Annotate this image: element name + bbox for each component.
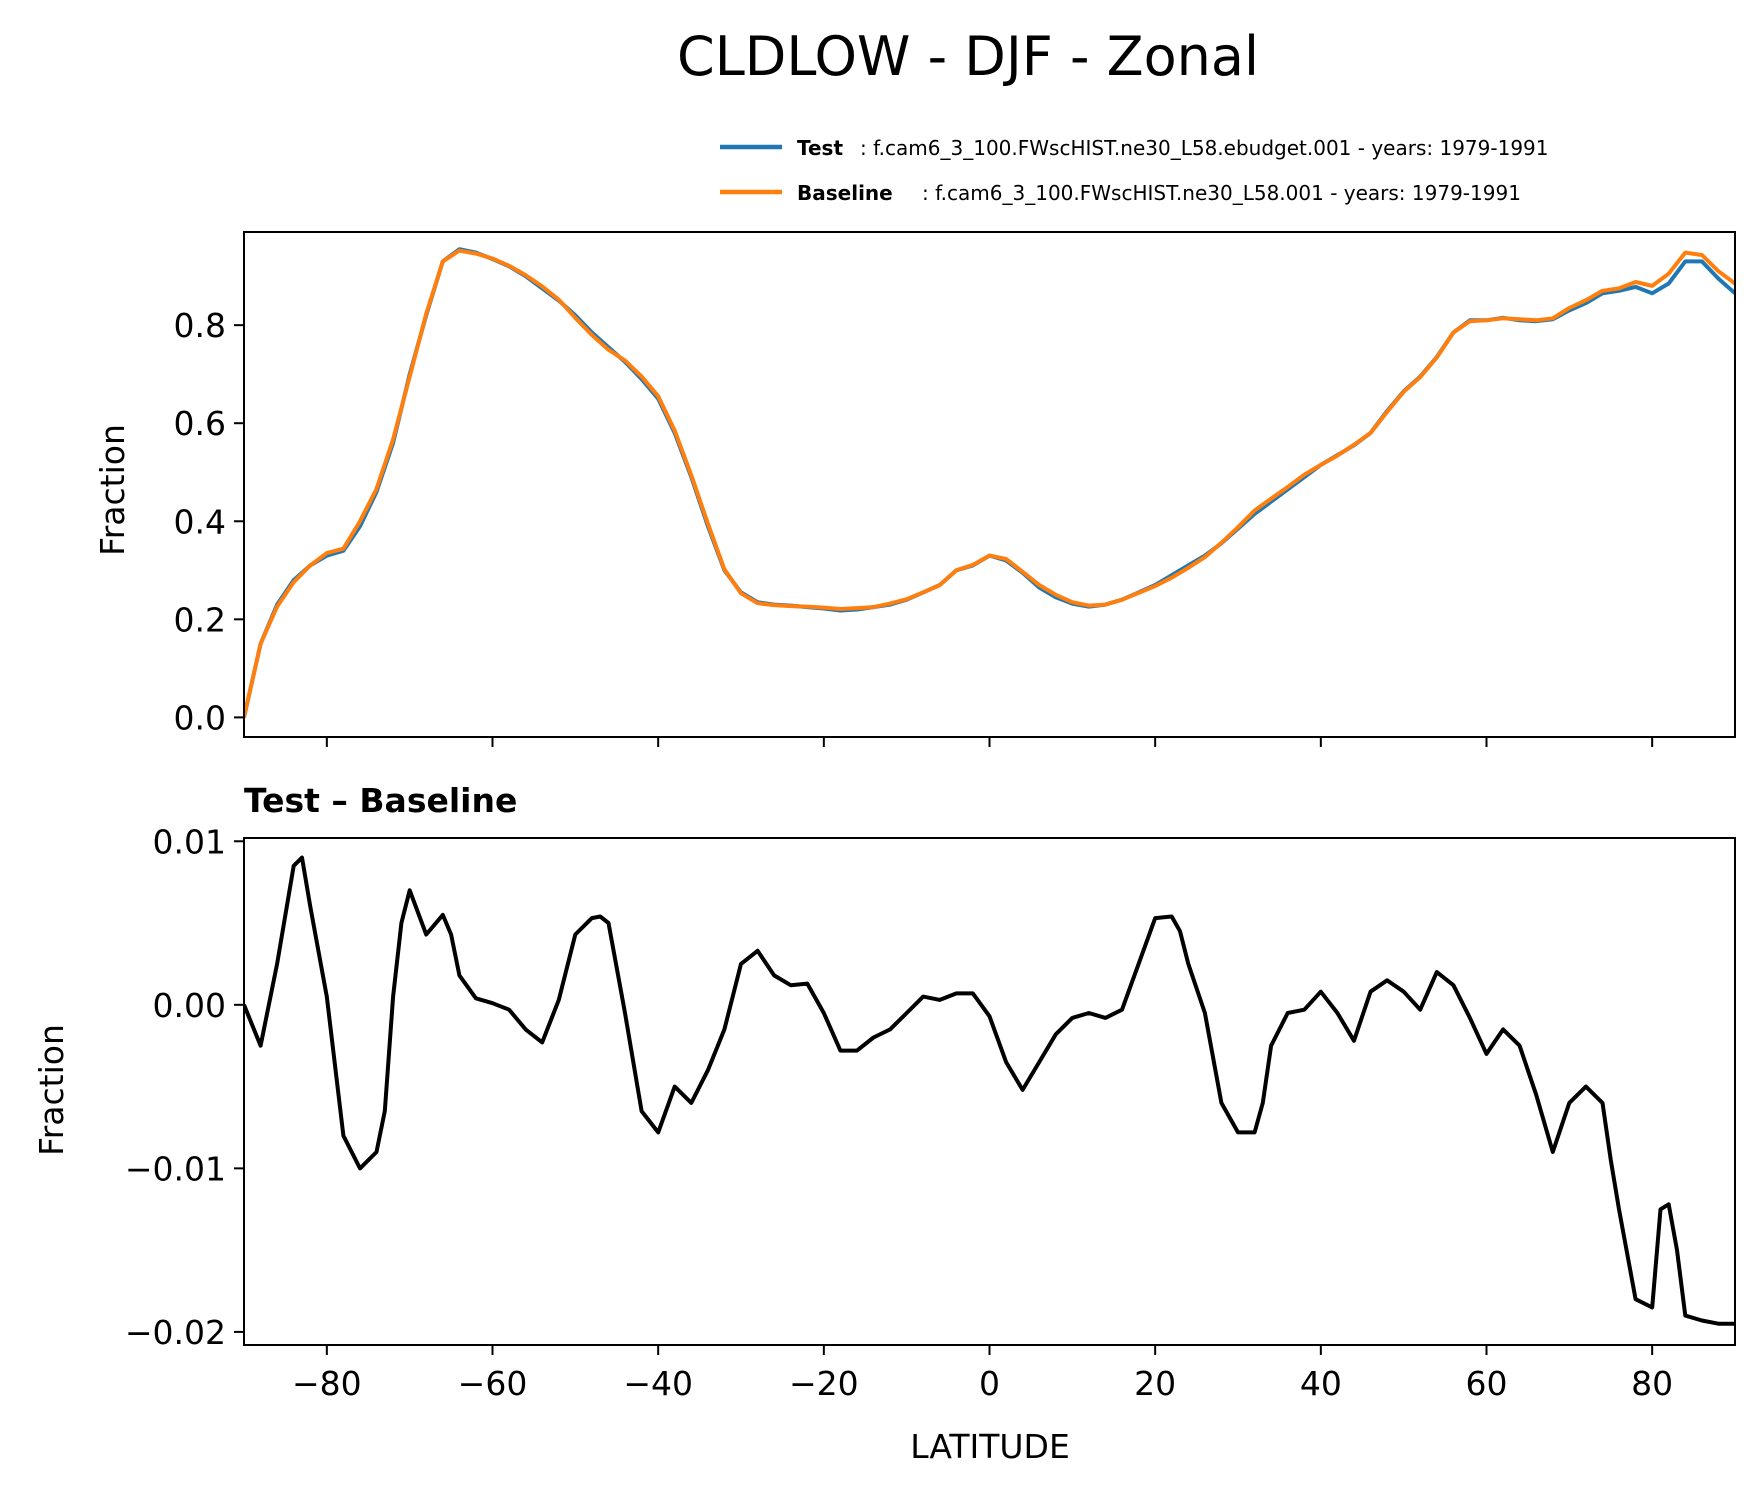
top-panel: 0.0 0.2 0.4 0.6 0.8 Fraction xyxy=(93,231,1736,747)
bottom-x-tick-label: 20 xyxy=(1134,1364,1176,1403)
bottom-y-tick-label: −0.01 xyxy=(125,1149,226,1188)
bottom-series-difference-line xyxy=(244,855,1735,1326)
legend: Test : f.cam6_3_100.FWscHIST.ne30_L58.eb… xyxy=(720,136,1549,205)
bottom-x-tick-label: −60 xyxy=(458,1364,528,1403)
bottom-x-tick-label: −40 xyxy=(623,1364,693,1403)
legend-test-name: Test xyxy=(797,136,843,160)
bottom-x-ticks: −80 −60 −40 −20 0 20 40 60 80 xyxy=(292,1345,1673,1403)
bottom-x-tick-label: 60 xyxy=(1466,1364,1508,1403)
bottom-panel-title: Test – Baseline xyxy=(244,781,517,820)
bottom-axes-frame xyxy=(243,837,1736,1346)
top-y-tick-label: 0.2 xyxy=(174,600,226,639)
top-y-ticks: 0.0 0.2 0.4 0.6 0.8 xyxy=(174,306,244,737)
top-axes-frame xyxy=(243,231,1736,738)
bottom-y-ticks: −0.02 −0.01 0.00 0.01 xyxy=(125,822,244,1352)
bottom-x-tick-label: 0 xyxy=(979,1364,1000,1403)
legend-baseline-detail: : f.cam6_3_100.FWscHIST.ne30_L58.001 - y… xyxy=(922,181,1521,205)
top-y-axis-label: Fraction xyxy=(93,424,132,556)
top-x-ticks xyxy=(325,737,1654,747)
top-y-tick-label: 0.8 xyxy=(174,306,226,345)
top-y-tick-label: 0.6 xyxy=(174,404,226,443)
bottom-y-tick-label: 0.00 xyxy=(153,986,226,1025)
top-series-group xyxy=(244,247,1735,718)
legend-test-detail: : f.cam6_3_100.FWscHIST.ne30_L58.ebudget… xyxy=(860,136,1549,160)
legend-baseline-name: Baseline xyxy=(797,181,893,205)
bottom-panel: Test – Baseline −0.02 −0.01 0.00 0.01 −80 −6… xyxy=(32,781,1736,1466)
bottom-y-tick-label: −0.02 xyxy=(125,1313,226,1352)
chart-title: CLDLOW - DJF - Zonal xyxy=(677,25,1259,88)
bottom-y-axis-label: Fraction xyxy=(32,1024,71,1156)
x-axis-label: LATITUDE xyxy=(910,1427,1070,1466)
top-y-tick-label: 0.4 xyxy=(174,502,226,541)
bottom-x-tick-label: 80 xyxy=(1631,1364,1673,1403)
bottom-x-tick-label: −80 xyxy=(292,1364,362,1403)
bottom-x-tick-label: 40 xyxy=(1300,1364,1342,1403)
bottom-x-tick-label: −20 xyxy=(789,1364,859,1403)
bottom-series-group xyxy=(244,855,1735,1326)
bottom-y-tick-label: 0.01 xyxy=(153,822,226,861)
top-y-tick-label: 0.0 xyxy=(174,698,226,737)
top-series-baseline-line xyxy=(244,248,1735,718)
